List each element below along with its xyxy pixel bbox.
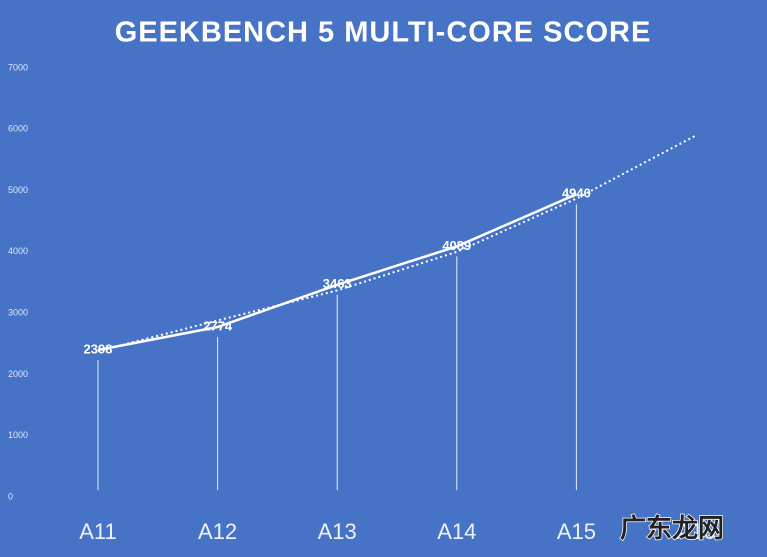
data-label: 4940 xyxy=(562,186,591,201)
y-tick-label: 5000 xyxy=(8,185,28,195)
data-label: 3463 xyxy=(323,276,352,291)
x-tick-label: A13 xyxy=(318,519,357,544)
chart-title: GEEKBENCH 5 MULTI-CORE SCORE xyxy=(115,17,652,49)
data-label: 2398 xyxy=(84,341,113,356)
x-tick-label: A16 xyxy=(676,519,715,544)
x-tick-label: A14 xyxy=(437,519,476,544)
y-tick-label: 2000 xyxy=(8,369,28,379)
x-tick-label: A15 xyxy=(557,519,596,544)
y-tick-label: 7000 xyxy=(8,62,28,72)
y-tick-label: 1000 xyxy=(8,430,28,440)
data-line xyxy=(97,193,577,352)
trend-line xyxy=(97,134,697,353)
y-tick-label: 4000 xyxy=(8,246,28,256)
watermark: 广东龙网 xyxy=(620,513,724,543)
x-tick-label: A12 xyxy=(198,519,237,544)
y-tick-label: 3000 xyxy=(8,308,28,318)
data-label: 4089 xyxy=(442,238,471,253)
y-tick-label: 6000 xyxy=(8,124,28,134)
data-label: 2774 xyxy=(203,318,233,333)
x-tick-label: A11 xyxy=(79,519,117,544)
y-tick-label: 0 xyxy=(8,491,13,501)
